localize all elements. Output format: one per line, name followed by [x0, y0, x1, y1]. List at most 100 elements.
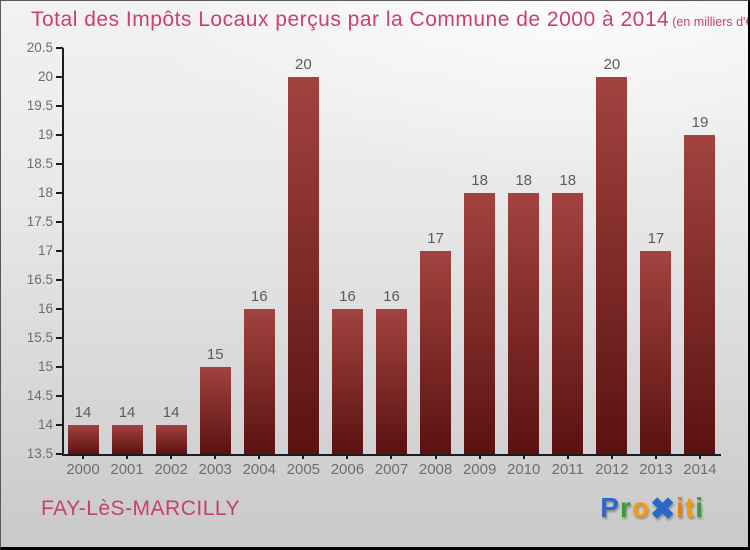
bar-value-label: 17 — [647, 230, 665, 247]
y-axis-label: 17 — [37, 243, 53, 258]
logo-letter-i: i — [676, 492, 685, 523]
bar-2004 — [243, 309, 275, 454]
bar-2011 — [552, 193, 584, 454]
bar-2010 — [508, 193, 540, 454]
y-tick — [56, 192, 63, 194]
bar-2006 — [331, 309, 363, 454]
y-axis-label: 14.5 — [26, 388, 53, 403]
x-axis-label: 2002 — [154, 461, 188, 478]
bar-value-label: 16 — [250, 288, 268, 305]
y-tick — [56, 424, 63, 426]
y-axis-label: 13.5 — [26, 446, 53, 461]
y-tick — [56, 308, 63, 310]
x-tick — [522, 454, 525, 459]
x-tick — [478, 454, 481, 459]
x-axis-label: 2009 — [462, 461, 497, 478]
bar-2014 — [684, 135, 716, 454]
plot-area: 20.5 20 19.5 19 18.5 18 17.5 17 16.5 16 15.5 15 14.5… — [27, 40, 721, 478]
y-tick — [56, 366, 63, 368]
y-tick — [56, 395, 63, 397]
x-axis-label: 2014 — [683, 461, 717, 478]
y-tick — [56, 105, 63, 107]
logo-letter-t: t — [684, 492, 696, 523]
x-axis-label: 2013 — [639, 461, 673, 478]
chart-subtitle: (en milliers d'€) — [672, 15, 750, 29]
x-axis-label: 2007 — [374, 461, 409, 478]
x-tick — [610, 454, 613, 459]
y-axis-label: 20.5 — [26, 40, 53, 55]
x-tick — [258, 454, 261, 459]
x-axis-label: 2008 — [418, 461, 453, 478]
y-axis-label: 18 — [37, 185, 53, 200]
bar-value-label: 20 — [603, 56, 621, 73]
y-axis-label: 17.5 — [26, 214, 53, 229]
page-title: Total des Impôts Locaux perçus par la Co… — [31, 8, 750, 32]
x-axis-label: 2005 — [286, 461, 321, 478]
bar-2000 — [67, 425, 99, 454]
y-axis-line — [62, 48, 64, 456]
bar-2009 — [464, 193, 496, 454]
x-axis-label: 2003 — [198, 461, 232, 478]
bar-value-label: 14 — [118, 404, 136, 421]
x-axis-label: 2012 — [595, 461, 629, 478]
y-tick — [56, 250, 63, 252]
x-axis-label: 2000 — [66, 461, 100, 478]
x-tick — [82, 454, 84, 459]
bar-value-label: 14 — [162, 404, 180, 421]
y-axis-label: 15.5 — [26, 330, 53, 345]
logo-letter-r: r — [619, 492, 632, 523]
logo-letter-P: P — [600, 492, 620, 523]
bar-value-label: 18 — [471, 172, 488, 189]
bar-value-label: 19 — [691, 114, 709, 131]
bar-value-label: 18 — [515, 172, 533, 189]
logo-letter-x: ✖ — [649, 493, 677, 526]
x-tick — [126, 454, 129, 459]
bar-value-label: 20 — [295, 56, 312, 73]
bar-value-label: 16 — [339, 288, 356, 305]
x-tick — [170, 454, 173, 459]
x-tick — [566, 454, 569, 459]
x-tick — [698, 454, 701, 459]
bar-value-label: 18 — [559, 172, 577, 189]
commune-name: FAY-LèS-MARCILLY — [41, 497, 241, 520]
y-axis-label: 18.5 — [26, 156, 53, 171]
x-axis-label: 2004 — [242, 461, 276, 478]
proxiti-logo: Pro✖iti — [600, 490, 704, 526]
bar-value-label: 16 — [383, 288, 400, 305]
x-tick — [390, 454, 393, 459]
bar-value-label: 17 — [427, 230, 444, 247]
logo-letter-o: o — [631, 492, 650, 523]
bar-2007 — [375, 309, 407, 454]
y-tick — [56, 76, 63, 78]
y-tick — [56, 337, 63, 339]
chart-title: Total des Impôts Locaux perçus par la Co… — [31, 8, 670, 31]
y-tick — [56, 134, 63, 136]
x-axis-label: 2001 — [110, 461, 144, 478]
y-axis-label: 20 — [37, 69, 53, 84]
x-tick — [302, 454, 305, 459]
bar-value-label: 14 — [74, 404, 92, 421]
y-axis-label: 16 — [37, 301, 53, 316]
y-axis-label: 16.5 — [26, 272, 53, 287]
x-axis-label: 2011 — [551, 461, 584, 478]
y-axis-label: 14 — [37, 417, 53, 432]
bar-2002 — [155, 425, 187, 454]
bar-value-label: 15 — [206, 346, 224, 363]
bar-2008 — [420, 251, 452, 454]
x-tick — [346, 454, 349, 459]
bar-2013 — [640, 251, 672, 454]
y-axis-label: 19 — [37, 127, 53, 142]
bar-2003 — [199, 367, 231, 454]
x-tick — [434, 454, 437, 459]
y-tick — [56, 453, 63, 455]
y-axis-label: 15 — [37, 359, 53, 374]
x-axis-label: 2006 — [330, 461, 365, 478]
y-tick — [56, 221, 63, 223]
x-axis-label: 2010 — [507, 461, 541, 478]
y-axis-label: 19.5 — [26, 98, 53, 113]
x-tick — [214, 454, 217, 459]
y-tick — [56, 163, 63, 165]
y-tick — [56, 279, 63, 281]
bar-2001 — [111, 425, 143, 454]
